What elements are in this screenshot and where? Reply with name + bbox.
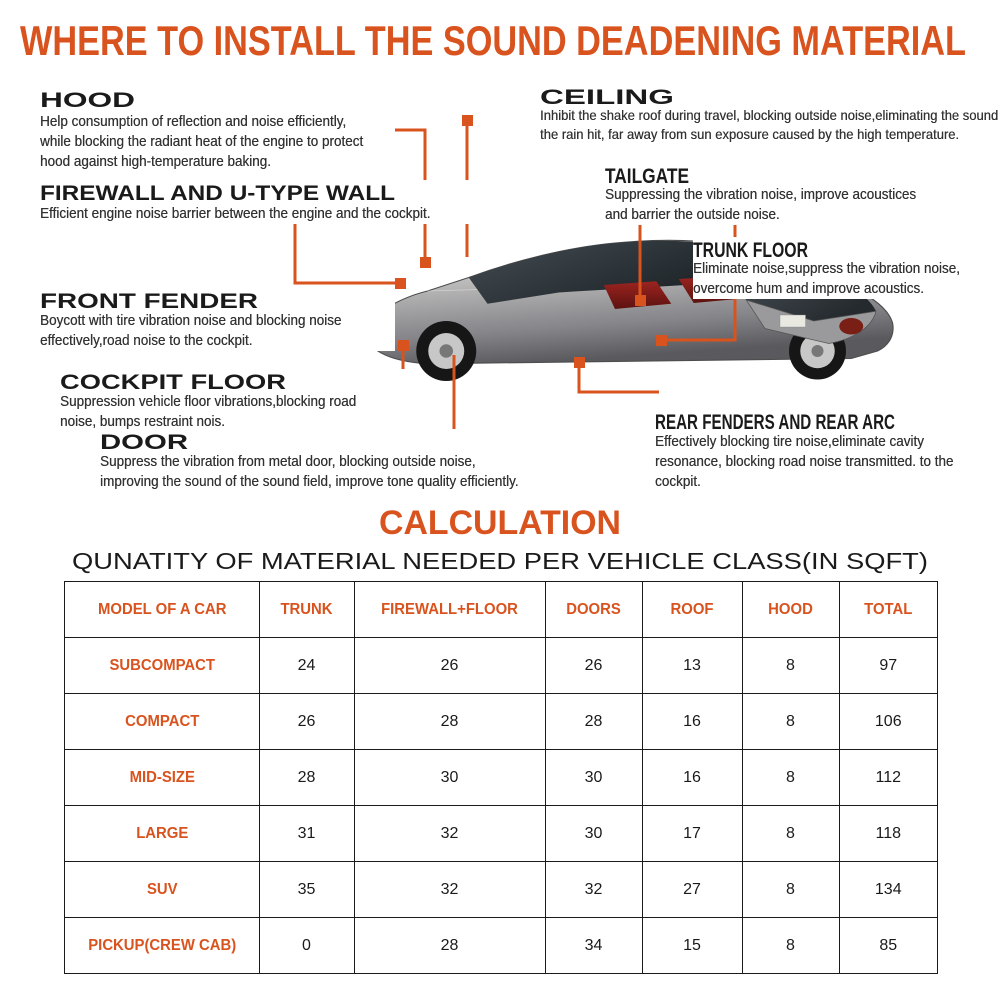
svg-text:HOOD: HOOD — [40, 89, 135, 112]
svg-text:DOOR: DOOR — [100, 431, 188, 454]
svg-text:FRONT FENDER: FRONT FENDER — [40, 290, 258, 313]
svg-text:FIREWALL AND U-TYPE WALL: FIREWALL AND U-TYPE WALL — [40, 182, 395, 205]
svg-text:REAR FENDERS AND REAR ARC: REAR FENDERS AND REAR ARC — [655, 411, 895, 434]
svg-text:COCKPIT FLOOR: COCKPIT FLOOR — [60, 371, 286, 394]
